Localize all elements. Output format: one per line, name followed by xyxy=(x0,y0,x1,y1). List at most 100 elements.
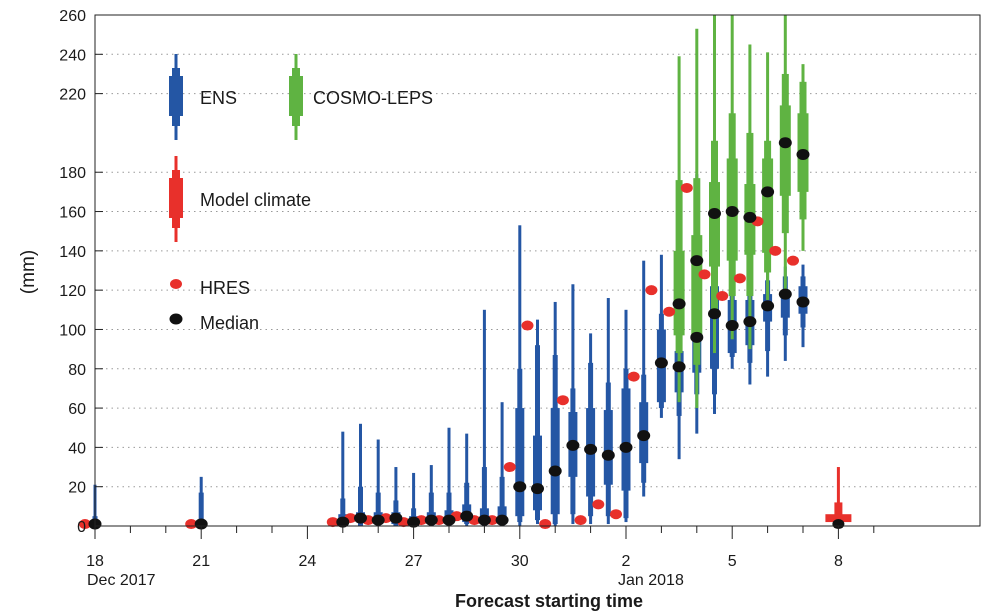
ens-median-point xyxy=(619,441,633,453)
ens-median-point xyxy=(407,516,421,528)
ens-box-range-80 xyxy=(446,492,452,526)
ens-box xyxy=(603,298,613,525)
ens-median-point xyxy=(708,308,721,320)
climate-median-point xyxy=(832,519,845,530)
y-tick-label: 40 xyxy=(68,440,86,457)
x-tick-label: 8 xyxy=(834,553,843,570)
climate-box xyxy=(825,467,852,526)
x-tick-label: 2 xyxy=(622,553,631,570)
legend-median-label: Median xyxy=(200,313,259,333)
y-tick-label: 100 xyxy=(59,322,86,339)
ens-box-range-80 xyxy=(481,467,487,526)
legend-cosmo-swatch xyxy=(289,54,303,140)
y-tick-label: 220 xyxy=(59,87,86,104)
legend-climate-label: Model climate xyxy=(200,190,311,210)
hres-point xyxy=(645,285,658,296)
x-tick-label: 27 xyxy=(405,553,423,570)
y-tick-label: 20 xyxy=(68,480,86,497)
ens-box-whisker xyxy=(394,467,398,526)
ens-box-whisker xyxy=(465,433,469,526)
y-tick-label: 0 xyxy=(77,519,86,536)
ens-box xyxy=(568,284,578,525)
legend-hres-marker xyxy=(170,279,182,289)
hres-point xyxy=(663,306,676,317)
cosmo-median-point xyxy=(761,186,775,198)
ens-box xyxy=(780,266,790,361)
y-tick-label: 140 xyxy=(59,244,86,261)
legend-ens-swatch xyxy=(169,54,183,140)
x-tick-sublabel: Jan 2018 xyxy=(618,572,684,589)
ens-box-range-80 xyxy=(428,492,434,526)
hres-point xyxy=(539,519,552,530)
cosmo-box-box-50 xyxy=(709,182,720,267)
median-points xyxy=(88,137,845,530)
cosmo-box-box-50 xyxy=(673,250,685,336)
cosmo-leps-boxes xyxy=(673,15,809,409)
x-tick-label: 30 xyxy=(511,553,529,570)
ens-box xyxy=(639,260,649,497)
cosmo-median-point xyxy=(690,255,704,267)
hres-point xyxy=(592,499,605,510)
ens-median-point xyxy=(796,296,810,308)
ens-box-box-50 xyxy=(603,410,613,485)
ens-box-range-80 xyxy=(358,486,363,526)
ens-box-box-50 xyxy=(533,435,542,511)
climate-box-box-50 xyxy=(825,514,852,523)
ens-box-whisker xyxy=(376,439,380,526)
cosmo-box xyxy=(762,52,774,300)
ens-box-whisker xyxy=(500,402,504,526)
hres-point xyxy=(556,395,569,406)
ens-box xyxy=(356,423,365,526)
legend-median-marker xyxy=(169,313,183,325)
hres-point xyxy=(79,519,91,530)
cosmo-box xyxy=(709,15,720,354)
hres-point xyxy=(680,182,693,193)
ens-box xyxy=(656,254,666,418)
axes: 0 20 40 60 80 100 120 140 160 180 220 240 260 18 Dec 2… xyxy=(59,8,981,589)
ens-median-point xyxy=(442,514,456,526)
ens-median-point xyxy=(778,288,792,300)
ens-median-point xyxy=(672,361,686,373)
ens-median-point xyxy=(566,439,580,451)
ens-box-range-80 xyxy=(499,476,505,526)
climate-box-whisker xyxy=(836,467,840,526)
hres-point xyxy=(610,509,622,520)
y-tick-label: 60 xyxy=(68,401,86,418)
cosmo-box-box-50 xyxy=(762,158,774,253)
ens-box-range-80 xyxy=(340,498,346,526)
ens-box-box-50 xyxy=(515,408,525,517)
ens-box-whisker xyxy=(359,423,362,526)
ens-box xyxy=(550,301,560,526)
ens-box-box-50 xyxy=(621,388,631,491)
legend-climate-swatch-box xyxy=(169,178,183,218)
ens-median-point xyxy=(477,514,491,526)
ens-box xyxy=(621,309,631,523)
cosmo-median-point xyxy=(778,137,792,149)
cosmo-median-point xyxy=(725,206,739,218)
ens-median-point xyxy=(389,512,403,524)
x-axis-label: Forecast starting time xyxy=(455,591,643,611)
ens-median-point xyxy=(513,481,527,493)
y-tick-label: 240 xyxy=(59,47,86,64)
legend-ens-label: ENS xyxy=(200,88,237,108)
ens-median-point xyxy=(725,320,739,332)
ens-box-range-80 xyxy=(535,345,540,521)
ens-box xyxy=(338,431,348,526)
ens-box xyxy=(515,225,525,527)
hres-point xyxy=(716,291,729,302)
ens-median-point xyxy=(690,331,704,343)
ens-median-point xyxy=(336,516,350,528)
x-tick-label: 18 xyxy=(86,553,104,570)
cosmo-box-box-50 xyxy=(691,235,703,340)
legend-climate-swatch xyxy=(169,156,183,242)
y-tick-label: 160 xyxy=(59,205,86,222)
plot-frame xyxy=(94,14,981,527)
hres-point xyxy=(733,273,746,284)
ens-median-point xyxy=(584,443,598,455)
ens-median-point xyxy=(654,357,668,369)
cosmo-median-point xyxy=(708,208,721,220)
legend-cosmo-label: COSMO-LEPS xyxy=(313,88,433,108)
climate-boxes xyxy=(825,467,852,526)
ens-box xyxy=(373,439,383,526)
ens-box xyxy=(479,309,489,526)
